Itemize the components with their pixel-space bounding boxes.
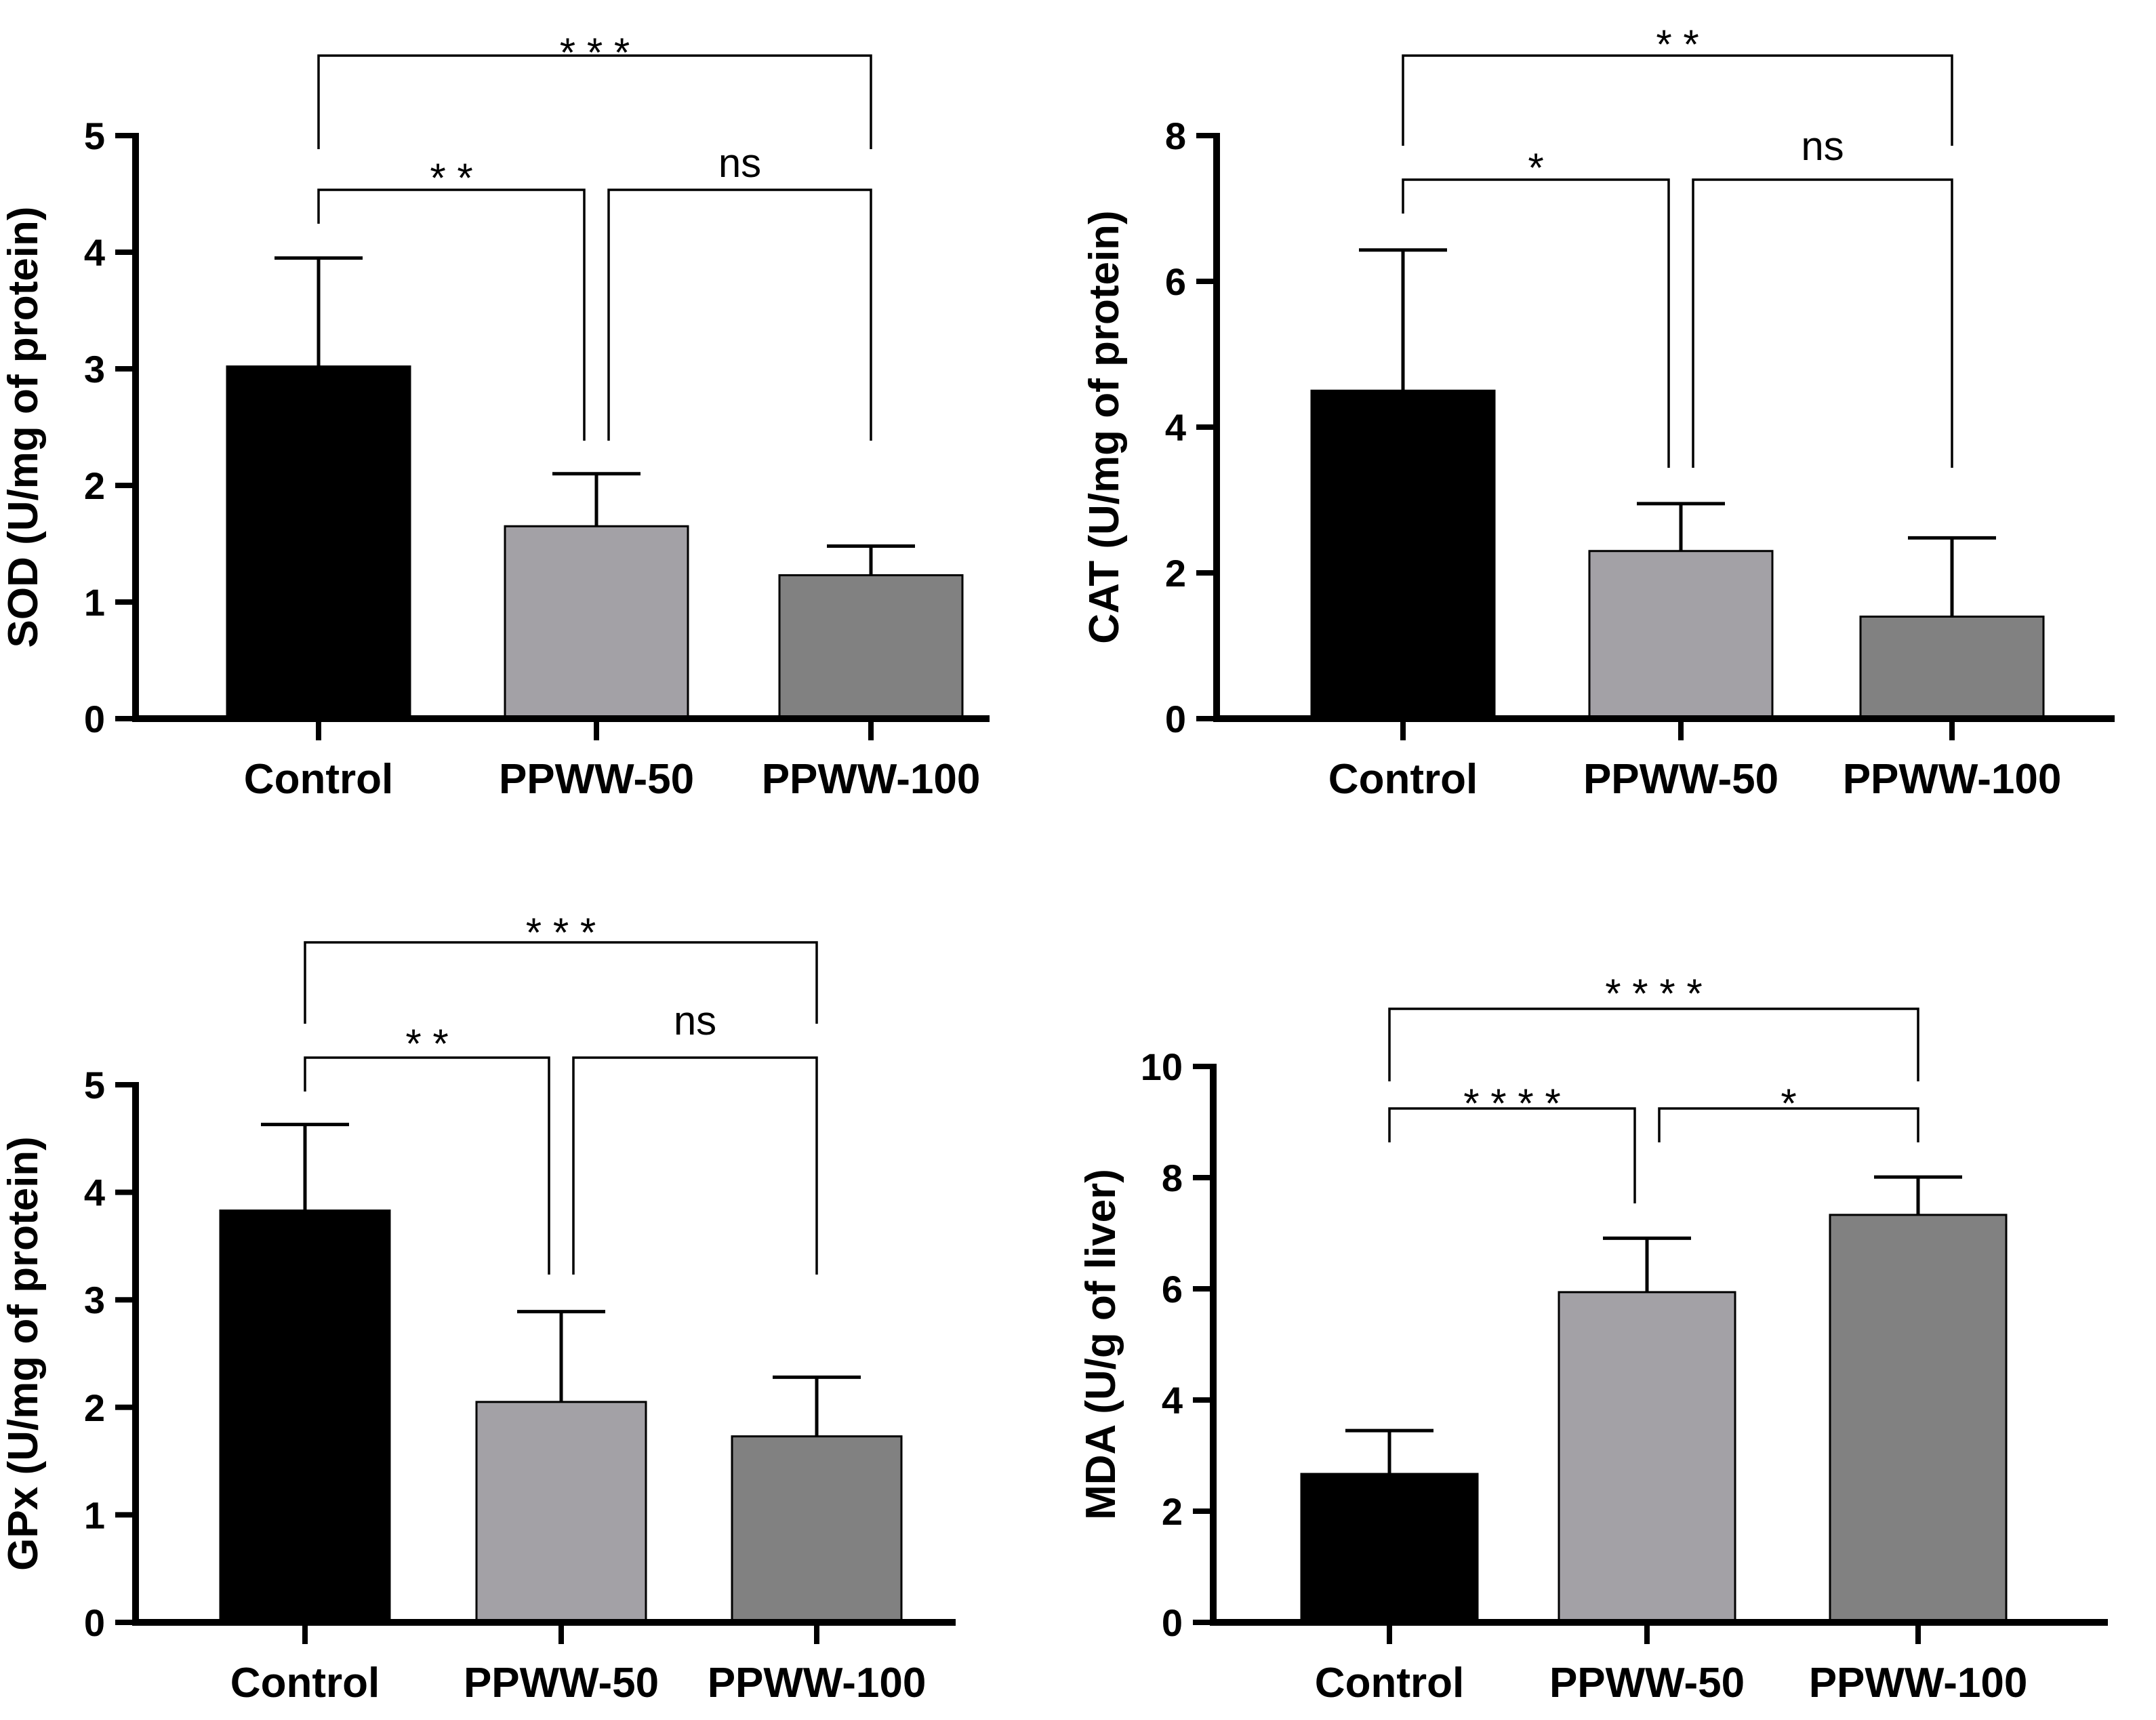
x-category-label: PPWW-50 [499,756,694,803]
significance-label: * [1528,145,1543,191]
y-tick-label: 0 [1165,698,1186,740]
x-category-label: Control [244,756,393,803]
y-tick-label: 6 [1162,1268,1183,1311]
significance-label: * * * * [1605,971,1702,1016]
y-tick-label: 10 [1141,1045,1183,1088]
y-tick-label: 6 [1165,260,1186,303]
x-category-label: PPWW-100 [708,1660,927,1706]
significance-bracket [1658,1107,1919,1142]
x-category-label: PPWW-100 [1809,1660,2028,1706]
y-tick-label: 3 [84,1279,105,1321]
significance-label: ns [1801,123,1844,169]
significance-label: * [1781,1081,1796,1126]
bar-control [1310,389,1496,720]
y-axis-title: SOD (U/mg of protein) [0,207,47,648]
y-axis-title: GPx (U/mg of protein) [0,1136,47,1571]
y-tick-label: 2 [1165,552,1186,595]
significance-label: * * * * [1463,1081,1560,1126]
significance-label: ns [674,998,716,1043]
significance-label: * * [430,155,472,201]
x-category-label: Control [1315,1660,1464,1706]
bar-ppww-100 [1829,1214,2008,1624]
y-tick-label: 2 [84,1386,105,1429]
significance-bracket [572,1056,818,1275]
y-tick-label: 5 [84,1064,105,1106]
y-tick-label: 0 [84,698,105,740]
bar-control [226,365,411,720]
significance-bracket [1402,178,1670,468]
y-tick-label: 3 [84,348,105,391]
y-tick-label: 5 [84,115,105,157]
y-axis-title: CAT (U/mg of protein) [1081,210,1128,643]
bar-ppww-50 [1558,1291,1736,1624]
x-category-label: Control [1328,756,1478,803]
y-tick-label: 2 [84,464,105,507]
significance-label: ns [718,140,761,186]
y-tick-label: 8 [1165,115,1186,157]
significance-label: * * * [526,910,596,955]
bar-ppww-100 [778,574,964,720]
y-tick-label: 4 [1162,1379,1183,1422]
significance-bracket [1692,178,1953,468]
chart-panel-2: 0 2 4 6 8 Control PPWW-50 PPWW-100 CAT (U/mg of … [1081,22,2115,803]
significance-bracket [304,941,818,1024]
significance-bracket [1388,1007,1919,1081]
y-tick-label: 0 [1162,1601,1183,1644]
bar-ppww-100 [731,1435,903,1624]
x-category-label: PPWW-50 [464,1660,659,1706]
y-tick-label: 1 [84,1494,105,1536]
significance-bracket [317,54,872,149]
significance-bracket [1402,54,1953,146]
x-category-label: PPWW-50 [1583,756,1778,803]
x-category-label: PPWW-100 [762,756,981,803]
y-tick-label: 4 [84,231,105,274]
x-category-label: PPWW-100 [1843,756,2062,803]
significance-label: * * [1656,22,1699,67]
y-tick-label: 1 [84,581,105,624]
bar-ppww-100 [1859,616,2045,720]
y-tick-label: 0 [84,1601,105,1644]
significance-bracket [1388,1107,1636,1203]
significance-label: * * * [560,30,630,75]
significance-label: * * [405,1021,448,1066]
chart-panel-4: 0 2 4 6 8 10 Control PPWW-50 PPWW-100 MDA (U/g of… [1078,971,2108,1706]
bar-ppww-50 [475,1401,647,1624]
bar-control [1300,1473,1479,1624]
bar-ppww-50 [1588,550,1774,720]
chart-panel-1: 0 1 2 3 4 5 Control PPWW-50 PPWW-100 SOD (U/mg of… [0,30,990,803]
y-axis-title: MDA (U/g of liver) [1078,1169,1124,1520]
bar-control [219,1209,391,1624]
significance-bracket [607,188,872,441]
chart-panel-3: 0 1 2 3 4 5 Control PPWW-50 PPWW-100 GPx (U/mg of… [0,910,956,1706]
y-tick-label: 4 [1165,406,1186,449]
y-tick-label: 4 [84,1172,105,1214]
y-tick-label: 8 [1162,1157,1183,1199]
y-tick-label: 2 [1162,1490,1183,1533]
significance-bracket [317,188,586,441]
significance-bracket [304,1056,550,1275]
x-category-label: Control [230,1660,380,1706]
bar-ppww-50 [504,525,689,720]
x-category-label: PPWW-50 [1549,1660,1745,1706]
